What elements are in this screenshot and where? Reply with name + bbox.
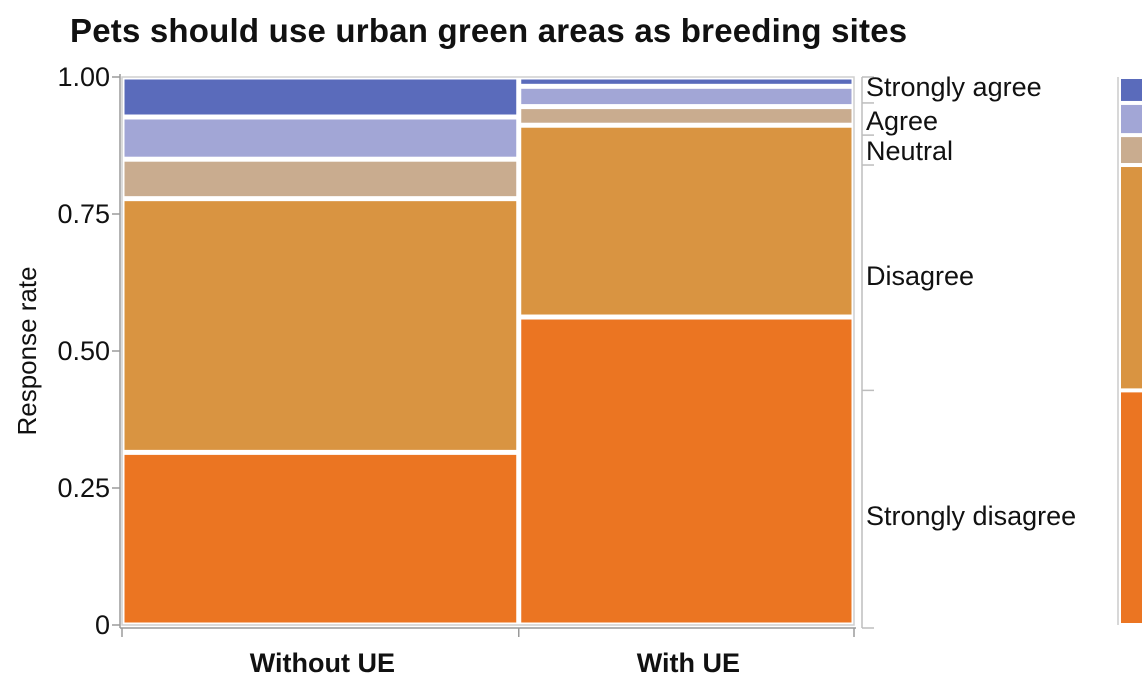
legend-label-agree: Agree bbox=[866, 106, 938, 136]
tile-agree-with-ue bbox=[521, 88, 852, 105]
legend-swatch-agree bbox=[1121, 104, 1142, 134]
tile-disagree-without-ue bbox=[124, 201, 517, 450]
y-tick-label: 0.50 bbox=[57, 336, 110, 366]
y-axis-title: Response rate bbox=[12, 266, 42, 435]
y-tick-label: 0 bbox=[95, 610, 110, 640]
x-category-label: Without UE bbox=[250, 648, 395, 678]
y-tick-label: 0.25 bbox=[57, 473, 110, 503]
tile-neutral-with-ue bbox=[521, 109, 852, 123]
tile-neutral-without-ue bbox=[124, 161, 517, 197]
tile-strongly-agree-with-ue bbox=[521, 79, 852, 84]
tile-agree-without-ue bbox=[124, 119, 517, 157]
legend-label-neutral: Neutral bbox=[866, 136, 953, 166]
y-tick-label: 1.00 bbox=[57, 62, 110, 92]
tile-strongly-disagree-without-ue bbox=[124, 454, 517, 623]
x-category-label: With UE bbox=[637, 648, 740, 678]
tile-disagree-with-ue bbox=[521, 127, 852, 315]
tile-strongly-disagree-with-ue bbox=[521, 319, 852, 623]
y-tick-label: 0.75 bbox=[57, 199, 110, 229]
tile-strongly-agree-without-ue bbox=[124, 79, 517, 115]
legend-swatch-neutral bbox=[1121, 137, 1142, 164]
legend-swatch-strongly-disagree bbox=[1121, 392, 1142, 623]
legend-swatch-disagree bbox=[1121, 167, 1142, 389]
legend-swatch-strongly-agree bbox=[1121, 79, 1142, 101]
chart-title: Pets should use urban green areas as bre… bbox=[70, 12, 908, 49]
legend-label-strongly-disagree: Strongly disagree bbox=[866, 501, 1076, 531]
legend-label-strongly-agree: Strongly agree bbox=[866, 72, 1042, 102]
legend-label-disagree: Disagree bbox=[866, 261, 974, 291]
plot-border bbox=[121, 76, 855, 626]
